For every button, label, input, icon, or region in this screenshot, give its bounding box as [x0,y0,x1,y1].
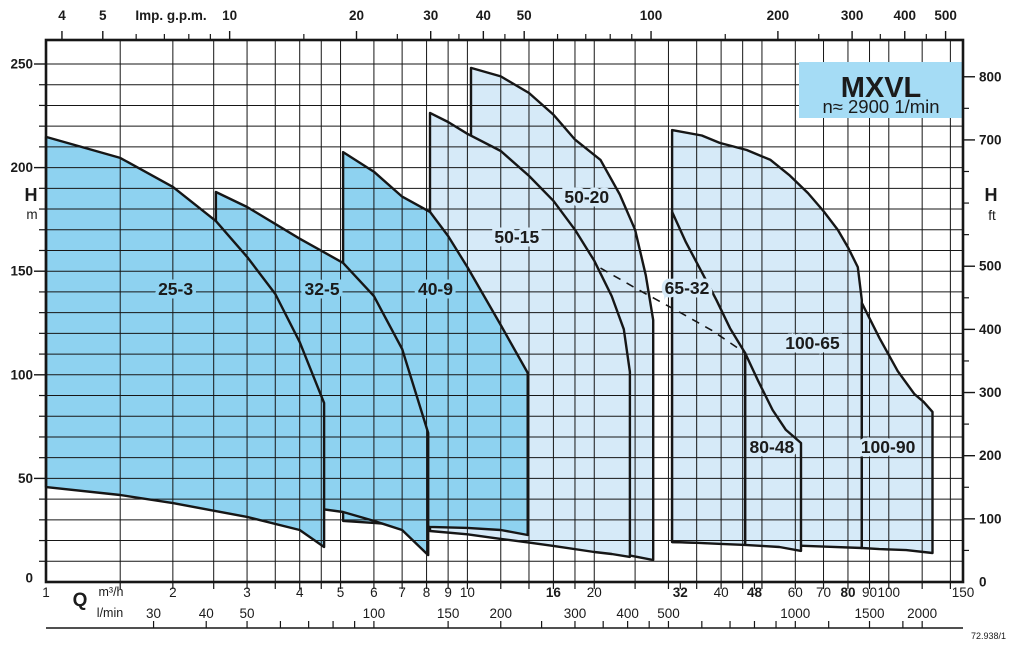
tick-label-m3h: 7 [398,585,406,600]
axis-left-m: 0 50 100 150 200 250 Hm [10,57,46,586]
axis-right-ft: 0 100 200 300 400 500 700 800 Hft [963,69,1002,590]
envelope-25-3 [44,135,326,549]
doc-number: 72.938/1 [971,631,1006,641]
axis-bottom-lmin: 30 40 50 100 150 200 300 400 500 1000 1500 2000 l/mi… [46,606,963,629]
tick-label-lmin: 500 [657,606,680,621]
model-label-50-15: 50-15 [494,227,539,247]
model-labels: 100-65 100-90 80-48 65-32 50-20 50-15 40-9 32-5… [155,183,920,460]
tick-label-m: 50 [18,471,33,486]
axis-unit-lmin: l/min [97,606,123,620]
tick-label-gpm: 4 [58,8,66,23]
tick-label-m3h: 8 [423,585,431,600]
model-label-40-9: 40-9 [418,279,453,299]
tick-label-gpm: 5 [99,8,107,23]
dashed-guide-line [600,267,746,354]
axis-label-gpm: Imp. g.p.m. [135,8,206,23]
tick-label-lmin: 200 [489,606,512,621]
tick-label-gpm: 30 [423,8,438,23]
tick-label-gpm: 40 [476,8,491,23]
tick-label-ft: 100 [979,511,1002,526]
tick-label-ft: 800 [979,69,1002,84]
speed-subtitle: n≈ 2900 1/min [822,96,939,117]
tick-label-m3h: 60 [788,585,803,600]
model-label-25-3: 25-3 [158,279,193,299]
axis-label-h-right: H [985,185,998,205]
grid [46,40,963,582]
tick-label-m: 100 [10,367,33,382]
tick-label-gpm: 200 [767,8,790,23]
tick-label-lmin: 50 [240,606,255,621]
tick-label-m: 150 [10,264,33,279]
tick-label-m3h: 40 [714,585,729,600]
tick-label-gpm: 20 [349,8,364,23]
tick-label-ft: 300 [979,385,1002,400]
tick-label-m3h: 48 [747,585,763,600]
model-label-100-90: 100-90 [861,437,916,457]
series-title: MXVL [841,72,922,104]
model-label-100-65: 100-65 [785,333,840,353]
tick-label-m3h: 150 [952,585,975,600]
tick-label-ft: 700 [979,132,1002,147]
tick-label-lmin: 100 [363,606,386,621]
axis-unit-m: m [26,207,37,222]
envelope-100-90 [860,301,934,555]
tick-label-m3h: 90 [862,585,877,600]
tick-label-m: 200 [10,160,33,175]
tick-label-m3h: 4 [296,585,304,600]
axis-top-gpm: 4 5 10 20 30 40 50 100 200 300 400 500 Imp. g.p.m. [58,8,957,40]
tick-label-m3h: 3 [243,585,251,600]
tick-label-ft: 500 [979,259,1002,274]
tick-label-m3h: 5 [337,585,345,600]
tick-label-m3h: 9 [444,585,452,600]
tick-label-gpm: 10 [222,8,237,23]
tick-label-m3h: 16 [546,585,562,600]
model-label-65-32: 65-32 [665,278,710,298]
tick-label-m3h: 1 [42,585,50,600]
tick-label-m3h: 20 [587,585,602,600]
tick-label-ft: 400 [979,322,1002,337]
tick-label-m: 0 [25,571,33,586]
tick-label-m3h: 80 [840,585,855,600]
tick-label-lmin: 150 [437,606,460,621]
model-label-80-48: 80-48 [750,437,795,457]
axis-label-h-left: H [25,185,38,205]
tick-label-lmin: 1500 [854,606,884,621]
axis-bottom-m3h: 1 2 3 4 5 6 7 8 9 10 16 20 32 40 48 60 70 80 90 100 150 Q m³/h [42,582,974,611]
tick-label-ft: 0 [979,575,987,590]
tick-label-lmin: 300 [564,606,587,621]
tick-label-lmin: 40 [199,606,214,621]
tick-label-gpm: 300 [841,8,864,23]
tick-label-m3h: 10 [460,585,475,600]
tick-label-m: 250 [10,57,33,72]
model-label-32-5: 32-5 [305,279,340,299]
axis-unit-ft: ft [988,208,996,223]
axis-label-q: Q [73,590,88,611]
pump-envelopes [44,66,934,562]
title-box-background [799,62,963,118]
tick-label-m3h: 32 [673,585,688,600]
tick-label-gpm: 50 [517,8,532,23]
tick-label-m3h: 2 [169,585,177,600]
tick-label-ft: 200 [979,448,1002,463]
tick-label-lmin: 2000 [907,606,937,621]
tick-label-lmin: 1000 [780,606,810,621]
model-label-50-20: 50-20 [564,187,609,207]
tick-label-gpm: 100 [640,8,663,23]
tick-label-lmin: 400 [616,606,639,621]
tick-label-gpm: 500 [934,8,957,23]
axis-unit-m3h: m³/h [99,585,124,599]
tick-label-lmin: 30 [146,606,161,621]
tick-label-m3h: 100 [878,585,901,600]
tick-label-m3h: 6 [370,585,378,600]
tick-label-m3h: 70 [816,585,831,600]
tick-label-gpm: 400 [893,8,916,23]
